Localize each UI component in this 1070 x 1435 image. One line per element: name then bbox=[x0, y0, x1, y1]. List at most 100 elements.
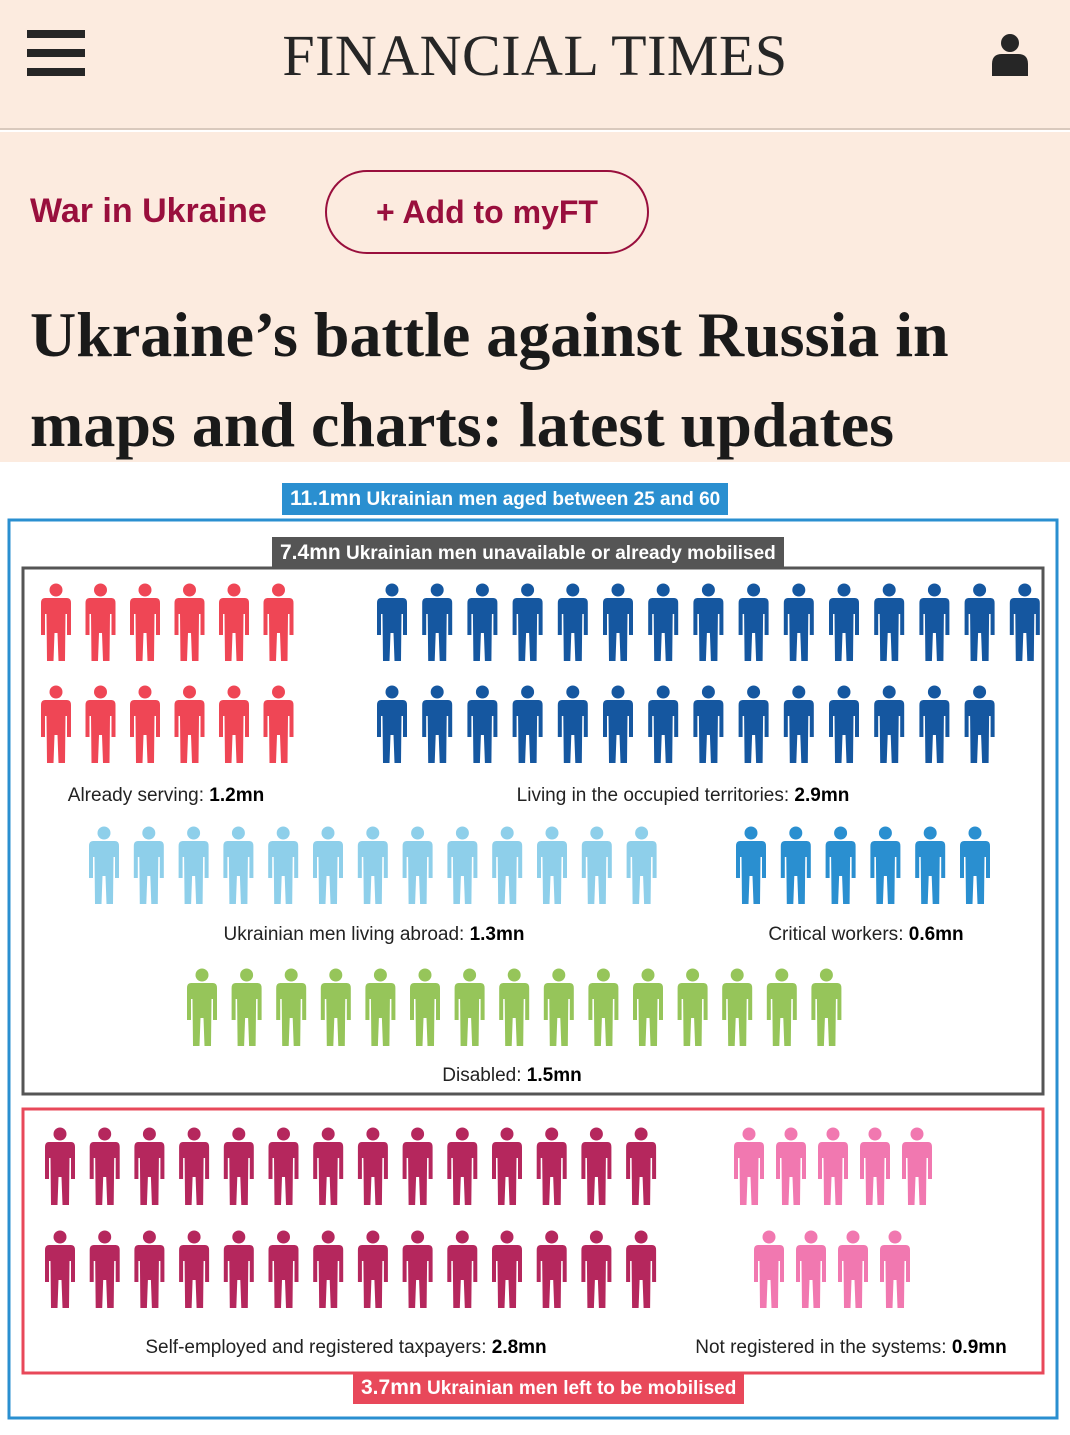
person-icon-already-serving-5 bbox=[219, 583, 249, 661]
person-icon-ukrainian-men-living-abroad-5 bbox=[268, 826, 299, 904]
person-icon-disabled-7 bbox=[454, 968, 485, 1046]
person-icon-living-in-the-occupied-territories-22 bbox=[648, 685, 679, 763]
person-icon-self-employed-and-registered-taxpayers-22 bbox=[357, 1230, 388, 1308]
person-icon-ukrainian-men-living-abroad-8 bbox=[402, 826, 433, 904]
person-icon-living-in-the-occupied-territories-18 bbox=[467, 685, 498, 763]
person-icon-already-serving-2 bbox=[85, 583, 116, 661]
remaining-tag: 3.7mn Ukrainian men left to be mobilised bbox=[353, 1372, 745, 1404]
person-icon-ukrainian-men-living-abroad-11 bbox=[537, 826, 567, 904]
mobilisation-infographic: 11.1mn Ukrainian men aged between 25 and… bbox=[0, 463, 1070, 1435]
person-icon-living-in-the-occupied-territories-25 bbox=[783, 685, 814, 763]
person-icon-ukrainian-men-living-abroad-7 bbox=[357, 826, 388, 904]
person-icon-critical-workers-3 bbox=[825, 826, 856, 904]
person-icon-self-employed-and-registered-taxpayers-11 bbox=[492, 1127, 522, 1205]
label-self-employed: Self-employed and registered taxpayers: … bbox=[145, 1337, 547, 1358]
person-icon-not-registered-in-the-systems-6 bbox=[754, 1230, 784, 1308]
person-icon-self-employed-and-registered-taxpayers-2 bbox=[89, 1127, 120, 1205]
person-icon-disabled-8 bbox=[499, 968, 530, 1046]
person-icon-disabled-9 bbox=[543, 968, 574, 1046]
person-icon-self-employed-and-registered-taxpayers-4 bbox=[179, 1127, 210, 1205]
add-to-myft-button[interactable]: + Add to myFT bbox=[325, 170, 649, 254]
person-icon-disabled-10 bbox=[588, 968, 619, 1046]
person-icon-critical-workers-2 bbox=[780, 826, 811, 904]
person-icon-critical-workers-5 bbox=[915, 826, 946, 904]
person-icon-self-employed-and-registered-taxpayers-10 bbox=[447, 1127, 478, 1205]
person-icon-living-in-the-occupied-territories-16 bbox=[377, 685, 407, 763]
person-icon-not-registered-in-the-systems-7 bbox=[796, 1230, 826, 1308]
person-icon-living-in-the-occupied-territories-10 bbox=[783, 583, 814, 661]
person-icon-living-in-the-occupied-territories-8 bbox=[693, 583, 724, 661]
person-icon-self-employed-and-registered-taxpayers-25 bbox=[492, 1230, 522, 1308]
person-icon-living-in-the-occupied-territories-15 bbox=[1009, 583, 1040, 661]
person-icon-self-employed-and-registered-taxpayers-13 bbox=[581, 1127, 612, 1205]
person-icon-living-in-the-occupied-territories-13 bbox=[919, 583, 950, 661]
label-critical-workers: Critical workers: 0.6mn bbox=[768, 924, 964, 945]
person-icon-living-in-the-occupied-territories-11 bbox=[829, 583, 859, 661]
label-not-registered: Not registered in the systems: 0.9mn bbox=[695, 1337, 1007, 1358]
person-icon-ukrainian-men-living-abroad-6 bbox=[313, 826, 343, 904]
person-icon-self-employed-and-registered-taxpayers-7 bbox=[313, 1127, 344, 1205]
site-logo[interactable]: FINANCIAL TIMES bbox=[282, 23, 788, 88]
person-icon-living-in-the-occupied-territories-20 bbox=[557, 685, 588, 763]
person-icon-living-in-the-occupied-territories-9 bbox=[738, 583, 769, 661]
person-icon-living-in-the-occupied-territories-14 bbox=[964, 583, 995, 661]
person-icon-self-employed-and-registered-taxpayers-17 bbox=[134, 1230, 165, 1308]
topic-link[interactable]: War in Ukraine bbox=[30, 192, 267, 230]
label-disabled: Disabled: 1.5mn bbox=[442, 1065, 582, 1086]
label-living-abroad: Ukrainian men living abroad: 1.3mn bbox=[223, 924, 525, 945]
person-icon-living-in-the-occupied-territories-27 bbox=[874, 685, 905, 763]
person-icon-self-employed-and-registered-taxpayers-5 bbox=[223, 1127, 254, 1205]
person-icon-self-employed-and-registered-taxpayers-3 bbox=[134, 1127, 165, 1205]
person-icon-ukrainian-men-living-abroad-3 bbox=[178, 826, 209, 904]
person-icon-not-registered-in-the-systems-4 bbox=[860, 1127, 890, 1205]
person-icon-not-registered-in-the-systems-8 bbox=[838, 1230, 868, 1308]
person-icon-living-in-the-occupied-territories-28 bbox=[919, 685, 950, 763]
person-icon-disabled-3 bbox=[276, 968, 307, 1046]
person-icon-living-in-the-occupied-territories-29 bbox=[964, 685, 995, 763]
person-icon-self-employed-and-registered-taxpayers-12 bbox=[536, 1127, 567, 1205]
person-icon-disabled-13 bbox=[722, 968, 753, 1046]
person-icon-self-employed-and-registered-taxpayers-20 bbox=[268, 1230, 299, 1308]
person-icon-self-employed-and-registered-taxpayers-8 bbox=[357, 1127, 388, 1205]
person-icon-critical-workers-4 bbox=[870, 826, 901, 904]
person-icon-already-serving-1 bbox=[41, 583, 71, 661]
person-icon-already-serving-11 bbox=[219, 685, 249, 763]
person-icon-critical-workers-6 bbox=[960, 826, 990, 904]
site-header: FINANCIAL TIMES bbox=[0, 0, 1070, 130]
person-icon-living-in-the-occupied-territories-26 bbox=[829, 685, 859, 763]
person-icon-not-registered-in-the-systems-2 bbox=[776, 1127, 806, 1205]
person-icon-living-in-the-occupied-territories-21 bbox=[603, 685, 633, 763]
person-icon-ukrainian-men-living-abroad-4 bbox=[223, 826, 254, 904]
person-icon-already-serving-8 bbox=[85, 685, 116, 763]
person-icon-self-employed-and-registered-taxpayers-27 bbox=[581, 1230, 612, 1308]
person-icon-disabled-15 bbox=[811, 968, 842, 1046]
person-icon-self-employed-and-registered-taxpayers-26 bbox=[536, 1230, 567, 1308]
person-icon-not-registered-in-the-systems-9 bbox=[880, 1230, 910, 1308]
person-icon-self-employed-and-registered-taxpayers-24 bbox=[447, 1230, 478, 1308]
person-icon-critical-workers-1 bbox=[736, 826, 766, 904]
person-icon-self-employed-and-registered-taxpayers-18 bbox=[179, 1230, 210, 1308]
person-icon-ukrainian-men-living-abroad-12 bbox=[581, 826, 612, 904]
hamburger-menu-icon[interactable] bbox=[27, 30, 85, 76]
person-icon-living-in-the-occupied-territories-17 bbox=[422, 685, 453, 763]
label-occupied-territories: Living in the occupied territories: 2.9m… bbox=[516, 785, 850, 806]
person-icon-living-in-the-occupied-territories-6 bbox=[603, 583, 633, 661]
person-icon-living-in-the-occupied-territories-5 bbox=[557, 583, 588, 661]
person-icon-already-serving-12 bbox=[263, 685, 294, 763]
person-icon-ukrainian-men-living-abroad-9 bbox=[447, 826, 478, 904]
person-icon-already-serving-3 bbox=[130, 583, 160, 661]
person-icon-living-in-the-occupied-territories-4 bbox=[512, 583, 543, 661]
person-icon-self-employed-and-registered-taxpayers-28 bbox=[626, 1230, 657, 1308]
person-icon-living-in-the-occupied-territories-2 bbox=[422, 583, 453, 661]
person-icon-self-employed-and-registered-taxpayers-9 bbox=[402, 1127, 433, 1205]
person-icon-disabled-11 bbox=[633, 968, 663, 1046]
person-icon-disabled-4 bbox=[320, 968, 351, 1046]
person-icon-disabled-14 bbox=[766, 968, 797, 1046]
person-icon-self-employed-and-registered-taxpayers-23 bbox=[402, 1230, 433, 1308]
person-icon-living-in-the-occupied-territories-3 bbox=[467, 583, 498, 661]
person-icon-already-serving-10 bbox=[174, 685, 205, 763]
person-icon-already-serving-4 bbox=[174, 583, 205, 661]
person-icon-ukrainian-men-living-abroad-10 bbox=[492, 826, 523, 904]
user-account-icon[interactable] bbox=[990, 32, 1030, 76]
person-icon-ukrainian-men-living-abroad-13 bbox=[626, 826, 657, 904]
